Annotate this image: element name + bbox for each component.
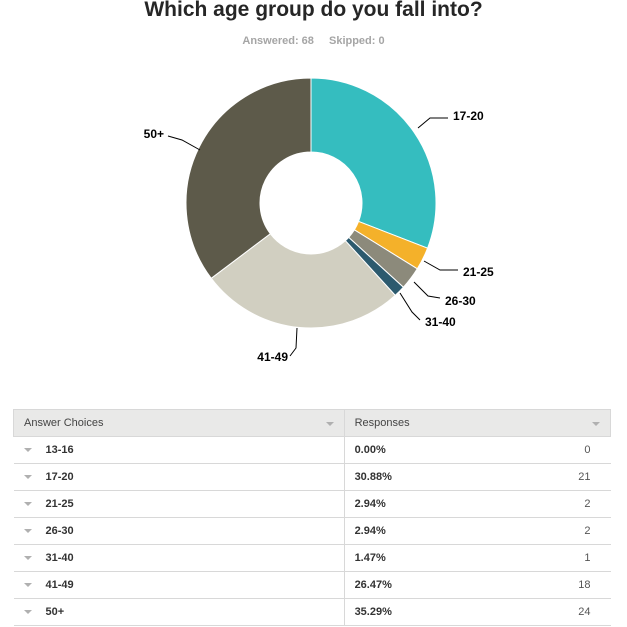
response-cell: 2.94% 2 [344, 490, 611, 518]
leader-line-26-30 [413, 281, 441, 299]
answer-choice-cell: 31-40 [13, 544, 345, 572]
question-title: Which age group do you fall into? [144, 0, 483, 21]
expand-arrow-icon[interactable] [23, 529, 32, 533]
response-cell: 35.29% 24 [344, 598, 611, 626]
responses-header[interactable]: Responses [343, 409, 612, 437]
response-stats: Answered: 68 Skipped: 0 [0, 35, 627, 47]
response-count: 24 [578, 606, 591, 618]
slice-label-26-30: 26-30 [445, 294, 476, 308]
response-count: 2 [584, 525, 591, 537]
expand-arrow-icon[interactable] [23, 610, 32, 614]
response-cell: 26.47% 18 [344, 571, 611, 599]
response-count: 2 [584, 498, 591, 510]
leader-line-31-40 [399, 292, 421, 321]
pie-slice-50+[interactable] [185, 77, 312, 280]
table-row: 50+ 35.29% 24 [13, 598, 611, 626]
answer-choice-label: 31-40 [45, 552, 74, 564]
expand-arrow-icon[interactable] [23, 502, 32, 506]
response-percent: 35.29% [354, 606, 392, 618]
answer-choice-cell: 17-20 [13, 463, 345, 491]
leader-line-50+ [167, 135, 201, 151]
expand-arrow-icon[interactable] [23, 583, 32, 587]
response-percent: 2.94% [354, 498, 386, 510]
response-cell: 0.00% 0 [344, 436, 611, 464]
answer-choice-cell: 21-25 [13, 490, 345, 518]
skipped-count: Skipped: 0 [328, 35, 385, 47]
table-row: 21-25 2.94% 2 [13, 490, 611, 518]
slice-label-50+: 50+ [144, 127, 164, 141]
answer-choices-header-label: Answer Choices [24, 417, 104, 429]
answer-choice-label: 21-25 [45, 498, 74, 510]
answer-choice-label: 17-20 [45, 471, 74, 483]
response-count: 1 [584, 552, 591, 564]
sort-arrow-icon[interactable] [592, 422, 600, 426]
slice-label-31-40: 31-40 [425, 315, 456, 329]
table-header-row: Answer Choices Responses [13, 409, 612, 437]
answer-choice-label: 50+ [45, 606, 65, 618]
results-table: Answer Choices Responses 13-16 0.00% 0 17-2… [13, 409, 612, 626]
response-percent: 0.00% [354, 444, 386, 456]
response-cell: 2.94% 2 [344, 517, 611, 545]
sort-arrow-icon[interactable] [325, 422, 334, 426]
response-cell: 1.47% 1 [344, 544, 611, 572]
response-percent: 26.47% [354, 579, 392, 591]
leader-line-41-49 [289, 327, 298, 357]
response-percent: 1.47% [354, 552, 386, 564]
donut-chart: 17-20 21-25 26-30 31-40 41-49 50+ [144, 77, 494, 364]
answer-choices-header[interactable]: Answer Choices [13, 409, 345, 437]
table-row: 26-30 2.94% 2 [13, 517, 611, 545]
slice-label-21-25: 21-25 [463, 265, 494, 279]
answer-choice-label: 26-30 [45, 525, 74, 537]
response-count: 21 [578, 471, 591, 483]
expand-arrow-icon[interactable] [23, 448, 32, 452]
answer-choice-cell: 26-30 [13, 517, 345, 545]
table-row: 17-20 30.88% 21 [13, 463, 611, 491]
slice-label-17-20: 17-20 [453, 109, 484, 123]
answered-count: Answered: 68 [242, 35, 314, 47]
pie-slice-17-20[interactable] [310, 77, 437, 249]
responses-header-label: Responses [354, 417, 410, 429]
answer-choice-label: 13-16 [45, 444, 74, 456]
response-cell: 30.88% 21 [344, 463, 611, 491]
response-count: 0 [584, 444, 591, 456]
expand-arrow-icon[interactable] [23, 556, 32, 560]
table-row: 31-40 1.47% 1 [13, 544, 611, 572]
table-row: 41-49 26.47% 18 [13, 571, 611, 599]
answer-choice-cell: 50+ [13, 598, 345, 626]
answer-choice-cell: 41-49 [13, 571, 345, 599]
table-row: 13-16 0.00% 0 [13, 436, 611, 464]
response-count: 18 [578, 579, 591, 591]
response-percent: 2.94% [354, 525, 386, 537]
slice-label-41-49: 41-49 [257, 350, 288, 364]
response-percent: 30.88% [354, 471, 392, 483]
answer-choice-cell: 13-16 [13, 436, 345, 464]
leader-line-21-25 [423, 260, 458, 271]
leader-line-17-20 [417, 117, 448, 129]
answer-choice-label: 41-49 [45, 579, 74, 591]
expand-arrow-icon[interactable] [23, 475, 32, 479]
pie-slice-41-49[interactable] [210, 233, 396, 329]
